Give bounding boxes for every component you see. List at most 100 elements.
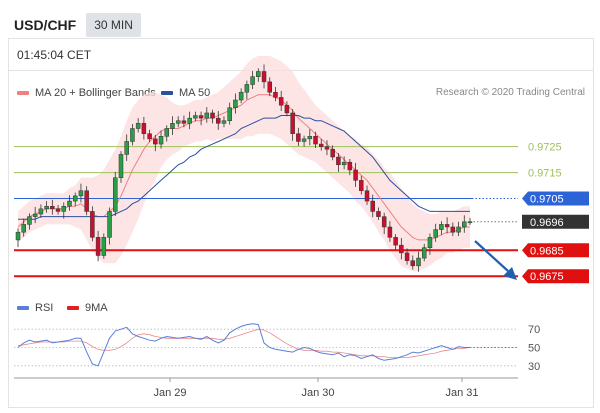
level-tag-5: 0.9675	[522, 269, 589, 284]
candle-body	[233, 99, 238, 109]
candle-body	[410, 260, 416, 267]
legend-ma50-label: MA 50	[179, 87, 211, 99]
candle-body	[135, 123, 141, 129]
level-label-2: 0.9705	[530, 193, 564, 205]
candle-body	[72, 195, 78, 202]
candle-body	[324, 146, 330, 150]
candle-body	[124, 141, 129, 155]
level-label-3: 0.9696	[530, 217, 564, 229]
candle-body	[462, 221, 467, 228]
candle-body	[216, 117, 221, 124]
candle-body	[187, 117, 192, 124]
level-label-1: 0.9715	[528, 168, 562, 180]
legend-ma50-swatch	[161, 91, 173, 95]
candle-body	[32, 213, 38, 217]
legend-9ma: 9MA	[67, 302, 108, 314]
level-tag-bg-3	[522, 214, 589, 229]
candle-body	[204, 112, 210, 119]
level-label-5: 0.9675	[530, 271, 564, 283]
candle-body	[227, 107, 232, 121]
candle-body	[210, 112, 215, 119]
x-tick-2: Jan 31	[445, 387, 478, 399]
candle-body	[50, 206, 55, 210]
candle-body	[427, 237, 433, 248]
rsi-tick-0: 70	[528, 324, 540, 336]
candle-body	[450, 226, 456, 233]
candle-body	[439, 224, 444, 230]
candle-body	[359, 180, 364, 191]
candle-body	[175, 120, 181, 124]
candle-body	[301, 138, 307, 142]
panel-divider	[9, 70, 593, 71]
credit-text: Research © 2020 Trading Central	[435, 87, 585, 98]
candle-body	[147, 133, 152, 140]
candle-body	[153, 138, 158, 145]
candle-body	[198, 115, 204, 119]
candle-body	[21, 224, 26, 233]
x-tick-1: Jan 30	[301, 387, 334, 399]
legend-ma50: MA 50	[161, 87, 210, 99]
candle-body	[307, 136, 313, 140]
level-label-0: 0.9725	[528, 142, 562, 154]
forecast-arrow	[474, 240, 517, 280]
candle-body	[273, 91, 278, 98]
candle-body	[141, 123, 147, 134]
rsi-tick-2: 30	[528, 361, 540, 373]
candle-body	[381, 216, 387, 228]
candle-body	[90, 211, 95, 238]
candle-body	[296, 133, 301, 142]
arrow-head	[503, 267, 517, 280]
candle-body	[67, 200, 72, 207]
candle-body	[399, 244, 404, 254]
candle-body	[433, 229, 438, 238]
rsi-line	[17, 323, 470, 367]
legend-rsi-label: RSI	[35, 302, 54, 314]
candle-body	[256, 71, 261, 77]
candle-body	[193, 115, 198, 119]
candle-body	[313, 136, 318, 145]
level-tag-bg-4	[522, 243, 589, 258]
bollinger-band	[18, 55, 470, 272]
candle-body	[467, 221, 473, 224]
timestamp: 01:45:04 CET	[17, 48, 92, 62]
legend-9ma-swatch	[67, 306, 79, 310]
legend-rsi-swatch	[17, 306, 29, 310]
candle-body	[318, 143, 324, 147]
candle-body	[330, 148, 335, 158]
candle-body	[61, 206, 67, 212]
candle-body	[164, 128, 170, 137]
candle-body	[284, 104, 290, 114]
candle-body	[250, 76, 255, 85]
candle-body	[118, 154, 124, 178]
level-tag-bg-2	[522, 191, 589, 206]
candle-body	[107, 211, 112, 238]
candle-body	[244, 84, 250, 93]
rsi-9ma-line	[17, 328, 471, 359]
level-tag-2: 0.9705	[522, 191, 589, 206]
candle-body	[44, 206, 49, 210]
candle-body	[38, 208, 44, 215]
candle-body	[444, 224, 450, 228]
candle-body	[370, 200, 375, 212]
candle-body	[421, 247, 427, 259]
candle-body	[404, 252, 410, 261]
rsi-tick-1: 50	[528, 343, 540, 355]
level-tag-bg-5	[522, 269, 589, 284]
candle-body	[101, 237, 107, 256]
legend-ma20: MA 20 + Bollinger Bands	[17, 87, 156, 99]
candle-body	[341, 161, 347, 166]
timeframe-badge[interactable]: 30 MIN	[86, 13, 141, 37]
candle-body	[267, 81, 272, 93]
legend-9ma-label: 9MA	[85, 302, 108, 314]
header: USD/CHF 30 MIN	[0, 12, 141, 38]
candle-body	[238, 91, 244, 101]
candle-body	[113, 177, 118, 212]
candle-body	[387, 226, 393, 238]
candle-body	[27, 216, 32, 225]
candle-body	[158, 136, 164, 145]
symbol-title: USD/CHF	[14, 17, 77, 33]
candle-body	[336, 156, 341, 166]
level-tag-4: 0.9685	[522, 243, 589, 257]
candle-body	[364, 190, 370, 202]
